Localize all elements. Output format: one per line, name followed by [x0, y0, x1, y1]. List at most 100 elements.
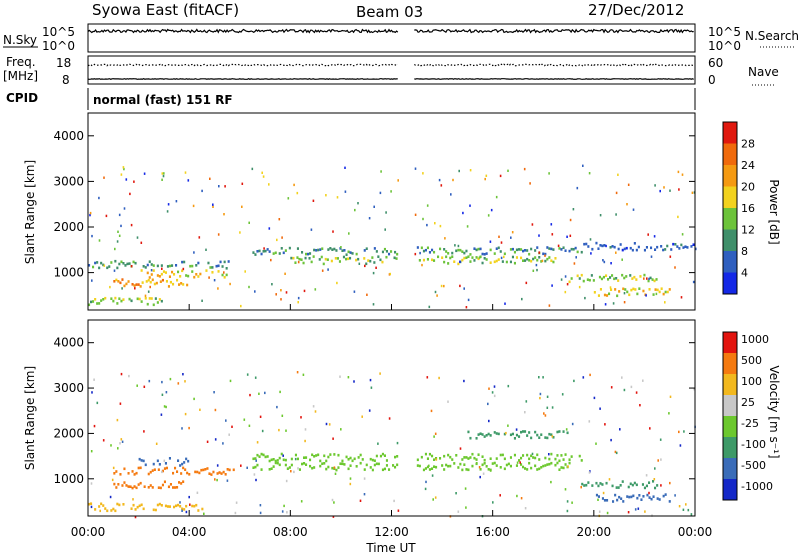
- power-cell: [634, 288, 637, 291]
- velocity-cell: [136, 384, 138, 387]
- velocity-cell: [513, 453, 516, 457]
- power-cell: [121, 278, 124, 281]
- velocity-ylabel: Slant Range [km]: [23, 366, 37, 470]
- velocity-cell: [361, 458, 364, 461]
- velocity-cell: [198, 471, 201, 475]
- velocity-cell: [157, 486, 160, 489]
- power-cell: [604, 303, 607, 306]
- velocity-cell: [208, 472, 211, 475]
- velocity-cell: [597, 495, 600, 498]
- velocity-cell: [188, 495, 190, 499]
- velocity-cell: [499, 453, 502, 457]
- velocity-cell: [658, 498, 661, 501]
- power-cell: [632, 287, 635, 291]
- velocity-cell: [630, 385, 633, 389]
- velocity-cell: [259, 511, 262, 515]
- power-cell: [148, 297, 151, 300]
- power-cell: [215, 264, 218, 268]
- power-cell: [297, 260, 300, 264]
- x-tick-label: 00:00: [678, 525, 713, 539]
- velocity-cell: [185, 457, 188, 461]
- power-cell: [154, 297, 157, 300]
- power-cell: [296, 191, 299, 195]
- power-cell: [118, 297, 121, 300]
- velocity-cell: [104, 507, 107, 510]
- velocity-cell: [543, 412, 545, 415]
- power-cell: [282, 251, 285, 255]
- velocity-cell: [312, 405, 315, 408]
- velocity-cell: [285, 479, 288, 483]
- power-cell: [552, 260, 555, 264]
- velocity-cell: [424, 467, 427, 470]
- velocity-cell: [587, 481, 590, 484]
- power-cell: [383, 247, 386, 251]
- power-cell: [615, 251, 617, 254]
- velocity-cell: [332, 515, 335, 518]
- power-cell: [345, 253, 348, 256]
- power-cell: [489, 248, 492, 252]
- power-cell: [654, 288, 657, 291]
- velocity-cell: [611, 484, 614, 488]
- power-cell: [617, 279, 620, 282]
- power-cell: [251, 167, 254, 171]
- velocity-cell: [189, 503, 191, 506]
- power-cell: [365, 262, 368, 266]
- power-cell: [113, 269, 116, 272]
- power-cell: [443, 284, 445, 288]
- power-cell: [94, 261, 97, 265]
- velocity-cell: [493, 385, 496, 388]
- velocity-cell: [503, 432, 506, 436]
- velocity-cell: [645, 484, 648, 488]
- power-cell: [110, 261, 113, 264]
- velocity-cell: [301, 462, 304, 466]
- power-cell: [396, 252, 399, 256]
- power-cell: [272, 252, 275, 255]
- power-cell: [122, 166, 125, 169]
- velocity-cell: [159, 486, 162, 490]
- velocity-cell: [303, 462, 306, 465]
- power-cell: [266, 248, 269, 251]
- power-cell: [340, 246, 342, 249]
- velocity-cell: [169, 483, 172, 486]
- power-cell: [477, 257, 480, 261]
- velocity-cell: [161, 393, 164, 396]
- velocity-cell: [341, 459, 344, 463]
- noise-right-tick-bottom: 10^0: [708, 39, 741, 53]
- velocity-cell: [534, 430, 537, 434]
- power-cell: [457, 248, 460, 252]
- power-cell: [92, 265, 95, 269]
- power-cell: [116, 266, 119, 270]
- velocity-cell: [91, 391, 93, 394]
- power-cell: [623, 301, 626, 304]
- power-cell: [179, 275, 182, 278]
- power-cell: [322, 262, 325, 266]
- power-cell: [357, 202, 359, 205]
- power-cell: [550, 223, 553, 226]
- velocity-cell: [505, 431, 507, 435]
- power-cell: [217, 287, 219, 290]
- power-cell: [507, 169, 509, 172]
- power-cell: [349, 256, 352, 260]
- power-cell: [91, 234, 93, 238]
- power-cell: [336, 281, 338, 285]
- power-cell: [150, 297, 153, 300]
- velocity-cell: [628, 495, 631, 499]
- velocity-cell: [252, 466, 255, 469]
- velocity-cell: [142, 459, 145, 463]
- velocity-cell: [325, 422, 328, 426]
- velocity-cell: [139, 481, 142, 485]
- power-cell: [489, 261, 492, 264]
- velocity-cell: [268, 459, 271, 463]
- velocity-cell: [606, 499, 609, 502]
- power-colorbar-tick: 24: [741, 159, 755, 172]
- velocity-cell: [683, 430, 685, 433]
- velocity-cell: [149, 484, 152, 487]
- velocity-cell: [568, 458, 571, 461]
- velocity-cell: [119, 442, 121, 445]
- power-cell: [143, 172, 146, 175]
- velocity-cell: [156, 503, 159, 507]
- power-cell: [503, 252, 506, 256]
- velocity-cell: [167, 485, 170, 489]
- power-cell: [617, 173, 619, 176]
- power-cell: [463, 256, 466, 260]
